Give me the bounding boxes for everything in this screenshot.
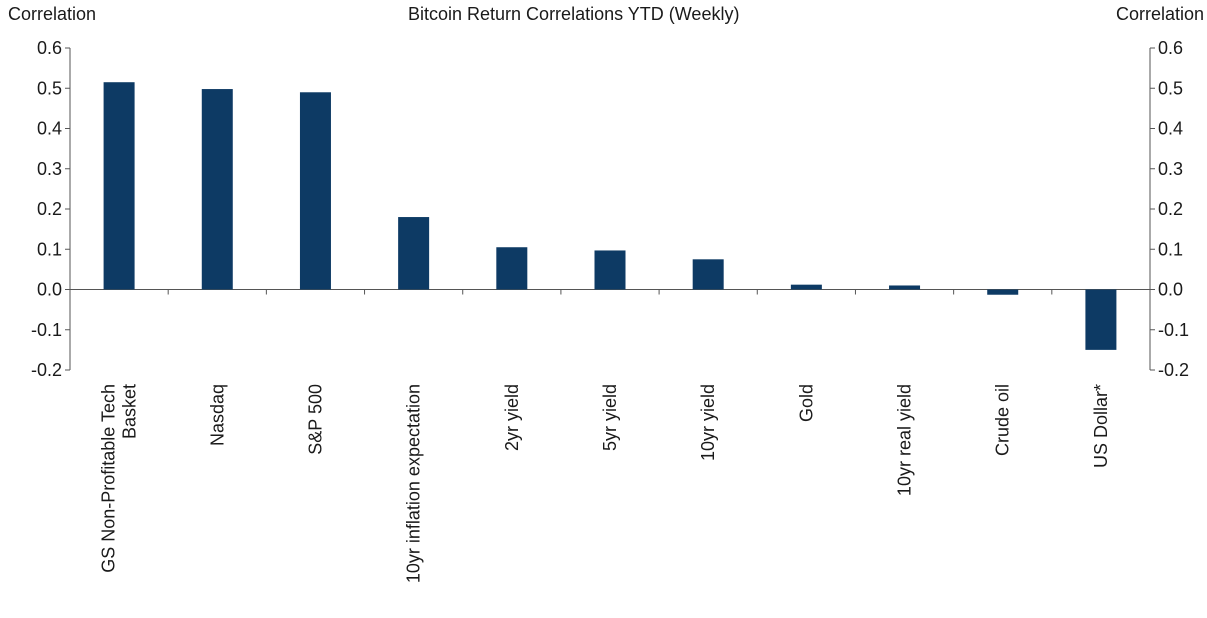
left-tick-label: 0.2: [37, 199, 62, 219]
bar: [103, 82, 135, 290]
left-tick-label: 0.1: [37, 239, 62, 259]
category-label: US Dollar*: [1091, 384, 1111, 468]
bar: [790, 284, 822, 290]
bar: [299, 92, 331, 290]
bar: [594, 250, 626, 290]
bars: [103, 82, 1117, 350]
category-label-line: 10yr inflation expectation: [404, 384, 424, 583]
right-tick-label: 0.2: [1158, 199, 1183, 219]
category-label: Gold: [796, 384, 816, 422]
tick-labels: 0.6 0.6 0.5 0.5 0.4 0.4 0.3 0.3 0.2 0.2 0.1 0.1 0.0 0…: [31, 38, 1189, 380]
category-label-line: Basket: [120, 384, 140, 439]
right-tick-label: 0.3: [1158, 159, 1183, 179]
category-label: 10yr real yield: [895, 384, 915, 496]
bar: [201, 89, 233, 290]
left-tick-label: 0.0: [37, 280, 62, 300]
category-label-line: 10yr yield: [698, 384, 718, 461]
category-label-line: Crude oil: [993, 384, 1013, 456]
bar: [398, 217, 430, 290]
left-axis-title: Correlation: [8, 4, 97, 24]
left-tick-label: 0.3: [37, 159, 62, 179]
right-tick-label: -0.2: [1158, 360, 1189, 380]
right-tick-label: 0.5: [1158, 78, 1183, 98]
left-tick-label: -0.1: [31, 320, 62, 340]
category-label: 5yr yield: [600, 384, 620, 451]
category-label-line: Nasdaq: [207, 384, 227, 446]
chart-title: Bitcoin Return Correlations YTD (Weekly): [408, 4, 740, 24]
right-tick-label: 0.1: [1158, 239, 1183, 259]
bar: [496, 247, 528, 290]
category-label: 10yr inflation expectation: [404, 384, 424, 583]
right-axis-title: Correlation: [1115, 4, 1204, 24]
category-label: Crude oil: [993, 384, 1013, 456]
category-label: Nasdaq: [207, 384, 227, 446]
category-label: S&P 500: [305, 384, 325, 455]
left-tick-label: 0.5: [37, 78, 62, 98]
left-tick-label: 0.6: [37, 38, 62, 58]
category-label-line: S&P 500: [305, 384, 325, 455]
right-tick-label: 0.0: [1158, 280, 1183, 300]
category-label-line: 10yr real yield: [895, 384, 915, 496]
bar: [987, 289, 1019, 295]
category-label-line: 2yr yield: [502, 384, 522, 451]
category-label-line: 5yr yield: [600, 384, 620, 451]
bar: [692, 259, 724, 290]
right-tick-label: 0.4: [1158, 119, 1183, 139]
category-labels: GS Non-Profitable Tech Basket Nasdaq S&P 50…: [99, 384, 1111, 583]
bar: [889, 285, 921, 290]
category-label-line: GS Non-Profitable Tech: [99, 384, 119, 573]
bar: [1085, 289, 1117, 350]
left-tick-label: 0.4: [37, 119, 62, 139]
left-tick-label: -0.2: [31, 360, 62, 380]
category-label: GS Non-Profitable Tech Basket: [99, 384, 140, 573]
category-label: 2yr yield: [502, 384, 522, 451]
category-label-line: US Dollar*: [1091, 384, 1111, 468]
category-label: 10yr yield: [698, 384, 718, 461]
right-tick-label: -0.1: [1158, 320, 1189, 340]
category-label-line: Gold: [796, 384, 816, 422]
right-tick-label: 0.6: [1158, 38, 1183, 58]
